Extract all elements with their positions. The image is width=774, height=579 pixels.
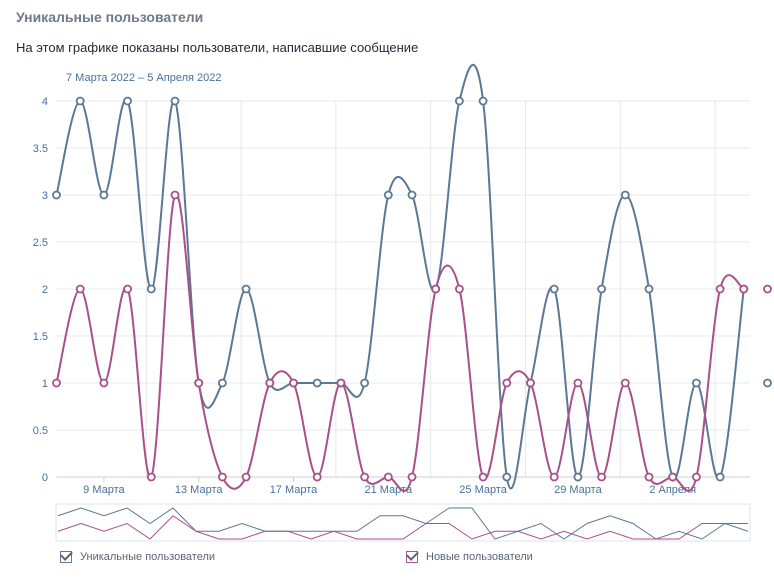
date-range-label[interactable]: 7 Марта 2022 – 5 Апреля 2022 [66,72,222,84]
series-lines [55,63,745,492]
data-point-new[interactable] [407,472,417,482]
legend-label-unique: Уникальные пользователи [80,551,216,563]
series-points [52,96,772,482]
data-point-new[interactable] [289,378,298,388]
data-point-new[interactable] [620,378,630,388]
navigator-frame[interactable] [55,503,751,542]
legend-item-new[interactable]: Новые пользователи [406,548,533,563]
data-point-unique[interactable] [715,472,725,482]
data-point-unique[interactable] [170,96,180,106]
data-point-new[interactable] [454,284,464,294]
chart-title: Уникальные пользователи [16,9,204,25]
data-point-new[interactable] [75,284,85,294]
data-point-unique[interactable] [217,378,227,388]
data-point-new[interactable] [692,472,701,482]
x-tick-label: 17 Марта [270,484,318,496]
data-point-unique[interactable] [75,96,85,106]
data-point-new[interactable] [383,472,393,482]
check-icon [406,548,419,561]
data-point-new[interactable] [170,190,180,200]
data-point-unique[interactable] [52,190,61,200]
checkbox-unique[interactable] [60,548,73,563]
data-point-new[interactable] [99,378,109,388]
data-point-unique[interactable] [573,472,583,482]
data-point-unique[interactable] [360,378,370,388]
x-tick-label: 2 Апреля [649,484,696,496]
check-icon [60,548,73,561]
data-point-new[interactable] [478,472,488,482]
data-point-unique[interactable] [407,190,417,200]
x-tick-label: 25 Марта [459,484,507,496]
y-tick-label: 0.5 [33,425,48,437]
y-tick-label: 1 [42,378,48,390]
data-point-unique[interactable] [502,472,512,482]
data-point-new[interactable] [52,378,61,388]
data-point-unique[interactable] [597,284,606,294]
series-line-unique [55,63,745,490]
data-point-new[interactable] [668,472,678,482]
data-point-new[interactable] [549,472,559,482]
data-point-unique[interactable] [620,190,630,200]
data-point-new[interactable] [194,378,204,388]
data-point-new[interactable] [360,472,370,482]
data-point-new[interactable] [265,378,275,388]
data-point-new[interactable] [573,378,583,388]
y-tick-label: 0 [42,472,48,484]
data-point-new[interactable] [217,472,227,482]
data-point-unique[interactable] [312,378,322,388]
data-point-unique[interactable] [692,378,701,388]
data-point-unique[interactable] [644,284,654,294]
navigator-line-new [57,515,748,540]
data-point-new[interactable] [502,378,512,388]
legend-item-unique[interactable]: Уникальные пользователи [60,548,216,563]
data-point-new[interactable] [739,284,749,294]
data-point-unique[interactable] [454,96,464,106]
y-tick-label: 2.5 [33,237,48,249]
data-point-new[interactable] [146,472,156,482]
data-point-new[interactable] [123,284,132,294]
y-tick-label: 3 [42,190,48,202]
data-point-new[interactable] [644,472,654,482]
data-point-unique[interactable] [478,96,488,106]
data-point-unique[interactable] [146,284,156,294]
y-tick-label: 4 [42,96,48,108]
y-tick-label: 2 [42,284,48,296]
x-tick-label: 9 Марта [83,484,125,496]
data-point-new[interactable] [715,284,725,294]
data-point-new[interactable] [312,472,322,482]
y-tick-label: 1.5 [33,331,48,343]
y-tick-label: 3.5 [33,143,48,155]
data-point-unique[interactable] [383,190,393,200]
data-point-unique[interactable] [549,284,559,294]
x-axis-ticks: 9 Марта 13 Марта 17 Марта 21 Марта 25 Марта 2… [83,477,696,496]
x-tick-label: 13 Марта [175,484,223,496]
data-point-new[interactable] [763,284,772,294]
x-tick-label: 21 Марта [364,484,412,496]
data-point-new[interactable] [241,472,251,482]
checkbox-new[interactable] [406,548,419,563]
data-point-unique[interactable] [99,190,109,200]
legend-label-new: Новые пользователи [426,551,533,563]
data-point-unique[interactable] [241,284,251,294]
x-tick-label: 29 Марта [554,484,602,496]
data-point-new[interactable] [336,378,346,388]
data-point-new[interactable] [526,378,535,388]
range-navigator [55,503,751,542]
data-point-unique[interactable] [763,378,772,388]
data-point-new[interactable] [431,284,441,294]
y-axis-ticks: 0 0.5 1 1.5 2 2.5 3 3.5 4 [33,96,48,484]
navigator-line-unique [57,507,749,540]
chart-subtitle: На этом графике показаны пользователи, н… [16,40,419,55]
data-point-unique[interactable] [123,96,132,106]
data-point-new[interactable] [597,472,606,482]
